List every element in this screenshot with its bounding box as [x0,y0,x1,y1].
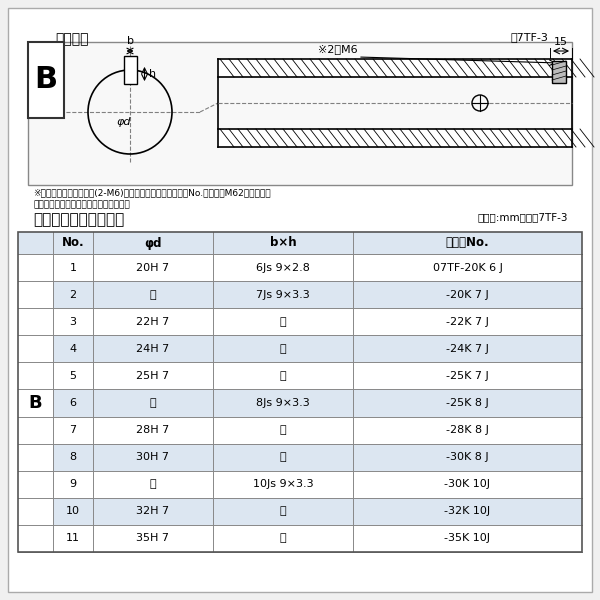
Text: コードNo.: コードNo. [446,236,490,250]
Bar [218,129,572,147]
Text: 軸穴形状: 軸穴形状 [55,32,89,46]
Text: 32H 7: 32H 7 [136,506,170,517]
Text: φd: φd [117,117,131,127]
Text: 〃: 〃 [280,371,286,381]
Text: φd: φd [144,236,162,250]
Text: 24H 7: 24H 7 [136,344,170,354]
Text: 軸穴形状コード一覧表: 軸穴形状コード一覧表 [33,212,124,227]
Text: -20K 7 J: -20K 7 J [446,290,489,299]
Text: 〃: 〃 [149,398,157,408]
Text: （単位:mm）　表7TF-3: （単位:mm） 表7TF-3 [478,212,568,222]
Bar [53,254,582,281]
Text: 25H 7: 25H 7 [136,371,170,381]
Text: （セットボルトは付属されています。）: （セットボルトは付属されています。） [33,200,130,209]
Bar [53,335,582,362]
Text: -30K 10J: -30K 10J [445,479,491,489]
Text: -22K 7 J: -22K 7 J [446,317,489,327]
Text: 07TF-20K 6 J: 07TF-20K 6 J [433,263,502,272]
Bar [53,362,582,389]
Text: -30K 8 J: -30K 8 J [446,452,489,462]
Text: -32K 10J: -32K 10J [445,506,491,517]
Text: 〃: 〃 [280,506,286,517]
Text: ※2－M6: ※2－M6 [318,44,358,54]
Text: 7Js 9×3.3: 7Js 9×3.3 [256,290,310,299]
Bar [53,498,582,525]
Bar [53,443,582,471]
Text: 15: 15 [554,37,568,47]
Text: -35K 10J: -35K 10J [445,533,491,544]
Text: B: B [29,394,43,412]
Text: 〃: 〃 [280,533,286,544]
Text: b: b [127,36,133,46]
Text: -25K 8 J: -25K 8 J [446,398,489,408]
Bar [28,42,64,118]
Text: 3: 3 [70,317,77,327]
Text: 11: 11 [66,533,80,544]
Text: 8: 8 [70,452,77,462]
Bar [18,232,582,552]
Text: 7: 7 [70,425,77,435]
Text: 〃: 〃 [149,290,157,299]
Text: 20H 7: 20H 7 [136,263,170,272]
Text: 30H 7: 30H 7 [137,452,170,462]
Text: 〃: 〃 [280,425,286,435]
Bar [53,389,582,416]
Text: 10Js 9×3.3: 10Js 9×3.3 [253,479,313,489]
Bar [53,281,582,308]
Text: 〃: 〃 [149,479,157,489]
Bar [28,42,572,185]
Text: 8Js 9×3.3: 8Js 9×3.3 [256,398,310,408]
Bar [53,308,582,335]
Bar [18,232,582,254]
Text: b×h: b×h [269,236,296,250]
Bar [53,525,582,552]
Text: 〃: 〃 [280,452,286,462]
Text: -28K 8 J: -28K 8 J [446,425,489,435]
Text: 9: 9 [70,479,77,489]
Text: -24K 7 J: -24K 7 J [446,344,489,354]
Bar [218,59,572,77]
Text: 〃: 〃 [280,317,286,327]
Text: 4: 4 [70,344,77,354]
Text: 10: 10 [66,506,80,517]
Text: h: h [149,69,157,79]
Text: 35H 7: 35H 7 [137,533,170,544]
Bar [18,254,53,552]
Text: 1: 1 [70,263,77,272]
Text: 〃: 〃 [280,344,286,354]
Text: -25K 7 J: -25K 7 J [446,371,489,381]
Text: 2: 2 [70,290,77,299]
Text: 22H 7: 22H 7 [136,317,170,327]
Text: 28H 7: 28H 7 [136,425,170,435]
Text: ※セットボルト用タップ(2-M6)が必要な場合は右記コードNo.の末尾にM62を付ける。: ※セットボルト用タップ(2-M6)が必要な場合は右記コードNo.の末尾にM62を… [33,188,271,197]
Text: No.: No. [62,236,85,250]
Text: 5: 5 [70,371,77,381]
Text: 6Js 9×2.8: 6Js 9×2.8 [256,263,310,272]
Bar [124,56,137,84]
Text: 図7TF-3: 図7TF-3 [510,32,548,42]
Bar [53,471,582,498]
Text: B: B [34,64,58,94]
Bar [53,416,582,443]
Bar [552,61,566,83]
Text: 6: 6 [70,398,77,408]
